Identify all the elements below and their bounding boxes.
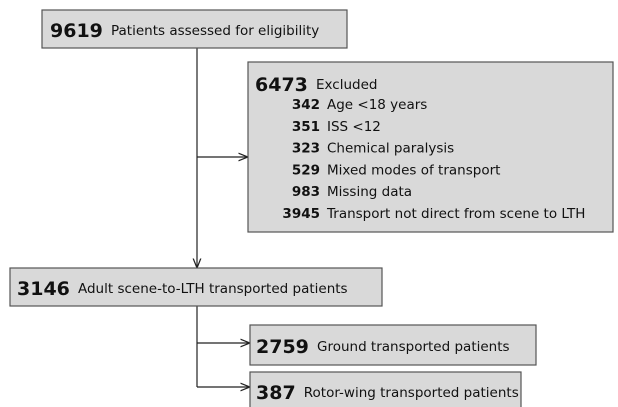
box-text: 387 Rotor-wing transported patients [256, 382, 519, 404]
box [249, 371, 522, 407]
label: Excluded [316, 77, 377, 93]
reason-label: Mixed modes of transport [327, 162, 500, 178]
reason-count: 323 [292, 141, 320, 157]
count: 387 [256, 382, 296, 404]
reason-label: Missing data [327, 184, 412, 200]
count: 9619 [50, 20, 103, 42]
label: Rotor-wing transported patients [304, 385, 519, 401]
box-text: 3146 Adult scene-to-LTH transported pati… [17, 278, 348, 300]
reason-count: 529 [292, 162, 320, 178]
label: Patients assessed for eligibility [111, 23, 319, 39]
label: Adult scene-to-LTH transported patients [78, 281, 348, 297]
count: 6473 [255, 74, 308, 96]
reason-count: 983 [292, 184, 320, 200]
box [249, 324, 537, 366]
reason-count: 351 [292, 119, 320, 135]
box [41, 9, 348, 49]
reason-count: 342 [292, 97, 320, 113]
reason-label: Chemical paralysis [327, 141, 454, 157]
count: 2759 [256, 336, 309, 358]
box-text: 9619 Patients assessed for eligibility [50, 20, 319, 42]
reason-label: ISS <12 [327, 119, 381, 135]
reasons: 342 Age <18 years 351 ISS <12 323 Chemical pa… [282, 97, 585, 222]
label: Ground transported patients [317, 339, 510, 355]
box [9, 267, 383, 307]
box-text: 2759 Ground transported patients [256, 336, 510, 358]
box-text: 6473 Excluded [255, 74, 377, 96]
reason-label: Transport not direct from scene to LTH [326, 206, 585, 222]
count: 3146 [17, 278, 70, 300]
reason-count: 3945 [282, 206, 320, 222]
reason-label: Age <18 years [327, 97, 427, 113]
excluded-box [247, 61, 614, 233]
